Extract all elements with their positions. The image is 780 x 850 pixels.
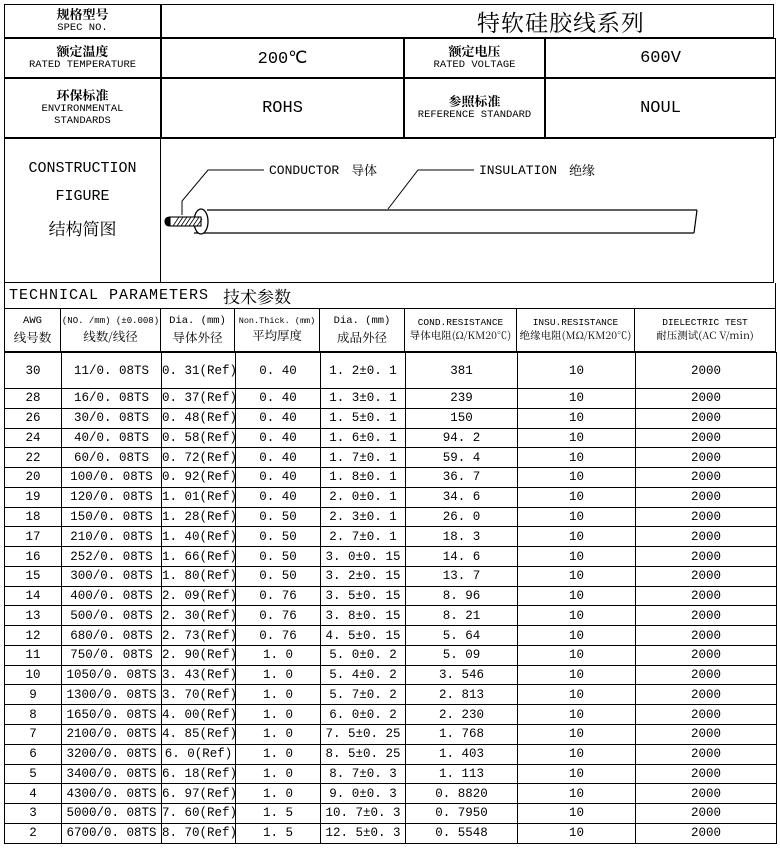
svg-text:CONDUCTOR: CONDUCTOR — [269, 163, 339, 178]
svg-text:INSULATION: INSULATION — [479, 163, 557, 178]
svg-text:导体: 导体 — [351, 160, 377, 179]
svg-text:绝缘: 绝缘 — [569, 160, 595, 179]
